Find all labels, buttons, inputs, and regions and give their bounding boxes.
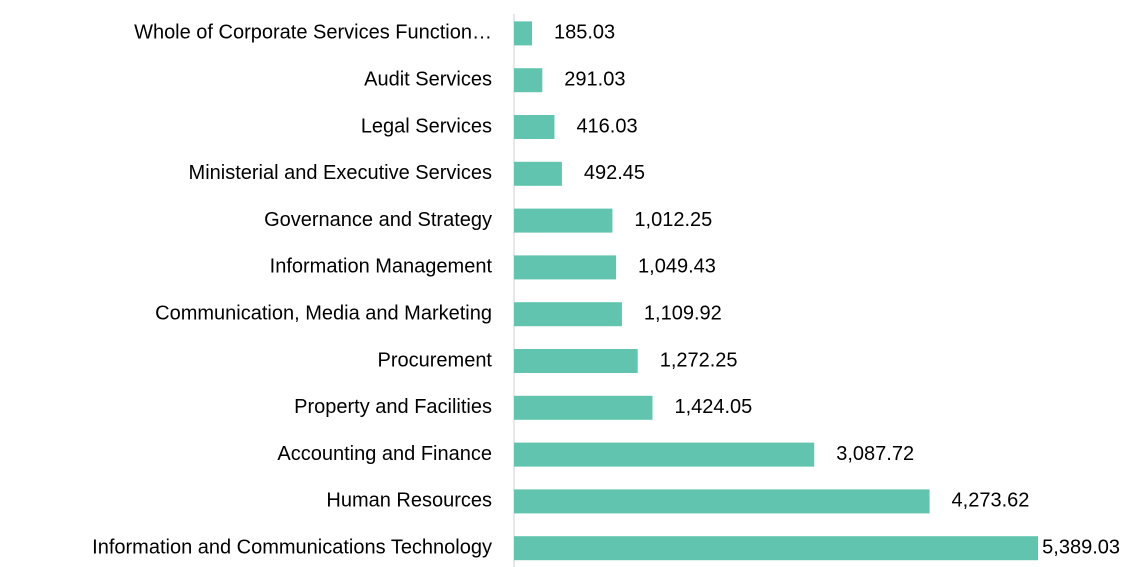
bar (514, 208, 613, 233)
category-label: Human Resources (326, 490, 492, 512)
data-label: 5,389.03 (1042, 536, 1120, 558)
category-label: Communication, Media and Marketing (155, 302, 492, 324)
category-label: Legal Services (361, 115, 492, 137)
category-label: Ministerial and Executive Services (189, 162, 492, 184)
category-label: Procurement (378, 349, 493, 371)
data-label: 492.45 (584, 162, 645, 184)
data-label: 291.03 (564, 68, 625, 90)
data-label: 1,109.92 (644, 302, 722, 324)
bar (514, 115, 555, 139)
bar (514, 302, 622, 327)
bar (514, 161, 562, 186)
bar (514, 395, 653, 420)
bar (514, 255, 617, 280)
bar (514, 489, 930, 514)
bar (514, 349, 638, 373)
category-label: Audit Services (364, 68, 492, 90)
bar (514, 442, 815, 467)
category-label: Property and Facilities (294, 396, 492, 418)
data-label: 1,049.43 (638, 256, 716, 278)
data-label: 1,272.25 (660, 349, 738, 371)
category-label: Accounting and Finance (277, 443, 492, 465)
data-label: 185.03 (554, 22, 615, 44)
data-label: 416.03 (576, 115, 637, 137)
category-label: Information and Communications Technolog… (92, 536, 492, 558)
data-label: 1,012.25 (634, 209, 712, 231)
bar (514, 21, 532, 46)
category-label: Information Management (270, 256, 493, 278)
bar (514, 68, 543, 93)
bar (514, 536, 1038, 561)
category-label: Whole of Corporate Services Function… (134, 22, 492, 44)
data-label: 4,273.62 (952, 490, 1030, 512)
category-label: Governance and Strategy (264, 209, 492, 231)
data-label: 1,424.05 (674, 396, 752, 418)
data-label: 3,087.72 (836, 443, 914, 465)
